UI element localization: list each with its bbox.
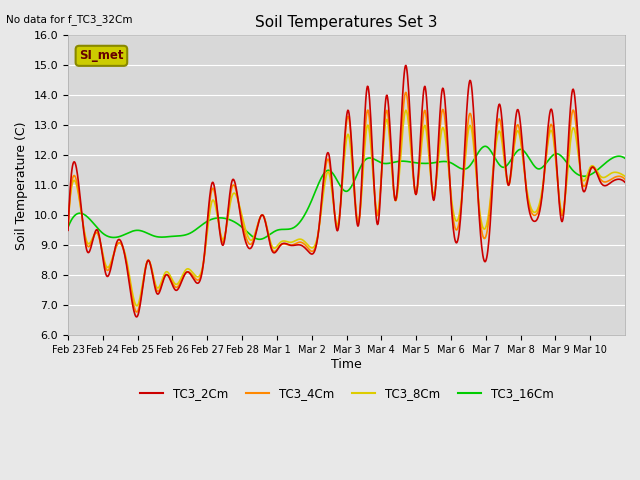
Legend: TC3_2Cm, TC3_4Cm, TC3_8Cm, TC3_16Cm: TC3_2Cm, TC3_4Cm, TC3_8Cm, TC3_16Cm	[135, 382, 558, 404]
X-axis label: Time: Time	[331, 358, 362, 371]
Y-axis label: Soil Temperature (C): Soil Temperature (C)	[15, 121, 28, 250]
Title: Soil Temperatures Set 3: Soil Temperatures Set 3	[255, 15, 438, 30]
Text: SI_met: SI_met	[79, 49, 124, 62]
Text: No data for f_TC3_32Cm: No data for f_TC3_32Cm	[6, 14, 133, 25]
